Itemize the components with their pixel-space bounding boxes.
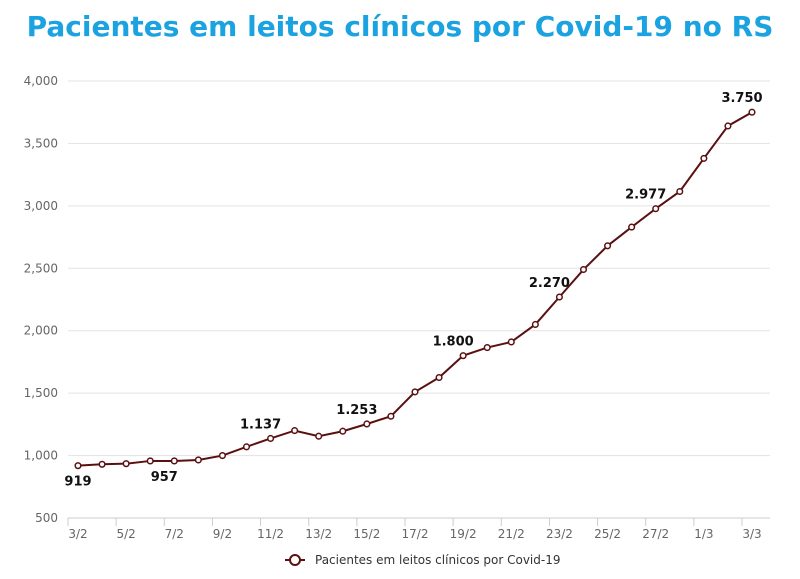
data-point: [218, 452, 226, 460]
legend-marker: [289, 554, 301, 566]
x-tick-label: 15/2: [353, 527, 380, 541]
data-point: [748, 108, 756, 116]
data-point: [555, 293, 563, 301]
data-label: 1.253: [336, 403, 377, 418]
data-label: 1.800: [433, 335, 474, 350]
data-point: [387, 412, 395, 420]
data-point: [315, 432, 323, 440]
x-tick-label: 17/2: [402, 527, 429, 541]
x-tick-label: 9/2: [213, 527, 232, 541]
x-tick-label: 3/3: [742, 527, 761, 541]
y-tick-label: 3,000: [24, 199, 58, 213]
x-tick-label: 23/2: [546, 527, 573, 541]
data-point: [194, 456, 202, 464]
data-point: [724, 122, 732, 130]
data-point: [676, 187, 684, 196]
data-point: [459, 352, 467, 360]
data-point: [267, 434, 275, 443]
y-tick-label: 2,000: [24, 324, 58, 338]
x-tick-label: 11/2: [257, 527, 284, 541]
data-point: [291, 427, 299, 435]
data-point: [411, 388, 419, 396]
series-line: [77, 111, 753, 467]
y-tick-label: 500: [35, 511, 58, 525]
x-tick-label: 1/3: [694, 527, 713, 541]
y-tick-label: 2,500: [24, 261, 58, 275]
data-point: [363, 420, 371, 428]
data-point: [339, 427, 347, 435]
data-point: [604, 242, 612, 250]
y-tick-label: 3,500: [24, 136, 58, 150]
x-tick-label: 7/2: [165, 527, 184, 541]
legend-label: Pacientes em leitos clínicos por Covid-1…: [315, 553, 560, 567]
data-point: [628, 223, 636, 231]
data-point: [652, 205, 660, 213]
data-point: [98, 460, 106, 468]
x-tick-label: 19/2: [450, 527, 477, 541]
x-tick-label: 25/2: [594, 527, 621, 541]
data-point: [74, 462, 82, 470]
chart-title: Pacientes em leitos clínicos por Covid-1…: [26, 10, 774, 43]
data-point: [146, 457, 154, 465]
data-point: [531, 320, 539, 329]
y-tick-label: 4,000: [24, 74, 58, 88]
y-tick-label: 1,500: [24, 386, 58, 400]
x-tick-label: 27/2: [642, 527, 669, 541]
data-label: 3.750: [721, 91, 762, 106]
data-label: 1.137: [240, 417, 281, 432]
y-tick-label: 1,000: [24, 449, 58, 463]
x-tick-label: 3/2: [68, 527, 87, 541]
data-label: 2.270: [529, 276, 570, 291]
data-point: [483, 344, 491, 352]
data-point: [122, 460, 130, 468]
data-point: [435, 373, 443, 382]
data-label: 919: [64, 475, 91, 490]
x-tick-label: 21/2: [498, 527, 525, 541]
data-point: [170, 457, 178, 465]
x-tick-label: 5/2: [116, 527, 135, 541]
data-label: 2.977: [625, 188, 666, 203]
data-point: [242, 443, 251, 451]
x-tick-label: 13/2: [305, 527, 332, 541]
data-label: 957: [151, 470, 178, 485]
data-point: [507, 338, 515, 346]
data-point: [700, 154, 708, 162]
data-point: [579, 265, 588, 274]
